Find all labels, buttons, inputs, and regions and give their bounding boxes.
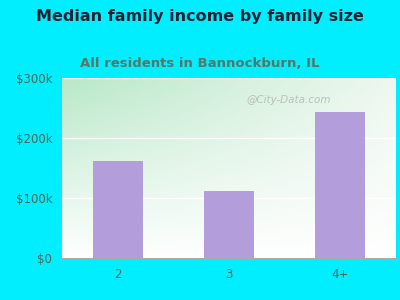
Bar xyxy=(315,112,365,258)
Text: @City-Data.com: @City-Data.com xyxy=(247,94,331,105)
Text: All residents in Bannockburn, IL: All residents in Bannockburn, IL xyxy=(80,57,320,70)
Text: Median family income by family size: Median family income by family size xyxy=(36,9,364,24)
Bar xyxy=(93,160,143,258)
Bar xyxy=(204,190,254,258)
